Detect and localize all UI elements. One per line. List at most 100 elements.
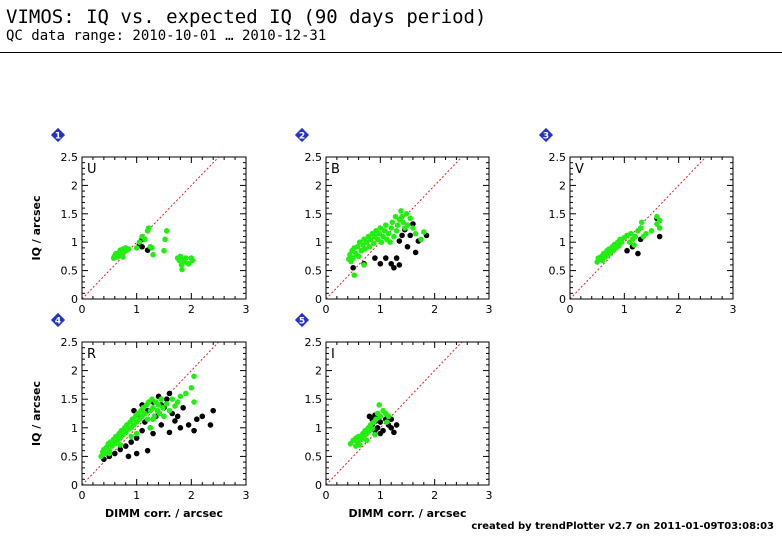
chart-2-series-black-point-2 — [372, 255, 378, 261]
chart-4-series-green-point-48 — [166, 407, 173, 414]
chart-1-diagonal-line — [82, 157, 220, 299]
chart-3-series-green-point-30 — [643, 230, 649, 237]
chart-5-series-black-point-8 — [388, 425, 395, 431]
chart-1-series-green-point-34 — [189, 257, 196, 264]
chart-3-xtick-label-2: 2 — [675, 303, 682, 316]
chart-3-series-green-point-27 — [637, 225, 644, 231]
chart-3-ytick-label-5: 2.5 — [549, 151, 567, 164]
chart-1-series-black-point-1 — [139, 243, 145, 250]
chart-5-xtick-label-1: 1 — [377, 489, 384, 502]
chart-2-series-green-point-25 — [378, 239, 385, 245]
chart-4-series-black-point-6 — [133, 435, 140, 441]
chart-2-series-green-point-14 — [363, 239, 370, 245]
chart-4-series-black-point-35 — [166, 390, 173, 397]
chart-1-ylabel: IQ / arcsec — [30, 195, 43, 260]
chart-4-series-green-point-44 — [158, 396, 165, 403]
chart-1-marker-number: 1 — [55, 132, 61, 142]
chart-2-series-green-point-47 — [412, 230, 419, 237]
chart-4-series-green-point-54 — [188, 384, 195, 391]
chart-3-ytick-label-1: 0.5 — [549, 265, 567, 278]
chart-1-series-green-point-20 — [150, 251, 156, 258]
chart-4-xtick-label-1: 1 — [133, 489, 140, 502]
chart-4-series-green-point-32 — [142, 410, 148, 417]
chart-2-series-green-point-41 — [400, 219, 406, 226]
chart-2-ytick-label-3: 1.5 — [305, 208, 323, 221]
chart-1-series-green-point-11 — [125, 246, 132, 252]
chart-3-series-black-point-4 — [624, 247, 630, 254]
chart-2-ytick-label-4: 2 — [315, 179, 322, 192]
chart-2-ytick-label-0: 0 — [315, 293, 322, 306]
chart-4-series-black-point-31 — [133, 450, 140, 457]
chart-2-series-green-point-24 — [377, 225, 384, 231]
chart-5-frame — [325, 341, 490, 486]
chart-4-series-black-point-33 — [150, 430, 156, 437]
chart-4-series-black-point-36 — [131, 407, 137, 414]
chart-1-series-green-point-21 — [149, 245, 155, 251]
chart-4-series-green-point-50 — [172, 403, 178, 409]
chart-3-ytick-label-0: 0 — [559, 293, 566, 306]
chart-5-marker-diamond — [294, 312, 310, 328]
chart-5-series-green-point-26 — [353, 443, 359, 449]
chart-4-series-black-point-30 — [144, 447, 151, 454]
chart-1-xtick-label-0: 0 — [79, 303, 86, 316]
chart-4-series-green-point-38 — [150, 404, 156, 411]
chart-2-series-black-point-9 — [399, 232, 405, 239]
chart-3-ytick-label-2: 1 — [559, 236, 566, 249]
chart-4-series-green-point-62 — [106, 450, 113, 457]
chart-3-ytick-label-3: 1.5 — [549, 208, 567, 221]
chart-4-series-black-point-20 — [172, 418, 178, 424]
chart-2-series-green-point-45 — [407, 215, 414, 222]
chart-5-diagonal-line — [326, 342, 463, 485]
chart-1-ytick-label-3: 1.5 — [61, 208, 79, 221]
chart-4-series-green-point-55 — [191, 373, 197, 380]
chart-1: 1 0 1 2 3 0 0.5 1 1.5 2 2.5 U IQ / arcsec — [30, 127, 250, 316]
chart-2-series-green-point-23 — [376, 230, 383, 237]
chart-4-series-green-point-58 — [147, 425, 154, 431]
chart-3-series-green-point-35 — [654, 213, 660, 220]
chart-4-xtick-label-3: 3 — [243, 489, 250, 502]
chart-3-series-black-point-7 — [635, 250, 641, 257]
footer-credit: created by trendPlotter v2.7 on 2011-01-… — [471, 521, 774, 532]
chart-4-series-green-point-61 — [117, 442, 124, 448]
chart-2-series-green-point-37 — [394, 222, 401, 228]
chart-3-series-green-point-28 — [638, 219, 645, 226]
chart-1-series-green-point-31 — [183, 255, 189, 261]
chart-2-series-green-point-7 — [354, 243, 361, 250]
chart-3-series-green-point-33 — [656, 217, 663, 224]
chart-3-frame — [569, 156, 734, 300]
chart-2-series-green-point-35 — [392, 213, 399, 220]
chart-3: 3 0 1 2 3 0 0.5 1 1.5 2 2.5 V — [538, 127, 737, 316]
chart-1-series-green-point-35 — [179, 266, 185, 273]
chart-1-series-green-point-32 — [185, 260, 192, 267]
chart-2-series-black-point-5 — [388, 260, 395, 267]
chart-2-frame — [325, 156, 490, 300]
chart-4-series-black-point-21 — [174, 413, 181, 420]
chart-2-series-green-point-36 — [393, 228, 400, 234]
chart-2-series-black-point-13 — [410, 221, 416, 227]
chart-3-marker-diamond — [538, 127, 554, 143]
chart-4-series-green-point-0 — [98, 453, 104, 460]
chart-4-xlabel: DIMM corr. / arcsec — [105, 507, 223, 520]
chart-2-ytick-label-1: 0.5 — [305, 265, 323, 278]
chart-1-frame — [81, 156, 247, 300]
chart-4-series-green-point-52 — [177, 393, 184, 400]
chart-4-ytick-label-3: 1.5 — [61, 393, 79, 406]
chart-2-series-black-point-0 — [350, 264, 356, 271]
chart-3-ytick-label-4: 2 — [559, 179, 566, 192]
chart-3-panel-label: V — [575, 162, 584, 177]
chart-4-series-green-point-59 — [133, 430, 140, 437]
chart-4-series-black-point-23 — [180, 404, 186, 411]
chart-4-frame — [81, 341, 247, 486]
chart-4-ytick-label-2: 1 — [71, 422, 78, 435]
chart-5-series-green-point-18 — [376, 402, 383, 408]
chart-4-series-black-point-25 — [191, 427, 197, 434]
chart-5-xtick-label-0: 0 — [323, 489, 330, 502]
chart-4-series-green-point-51 — [174, 399, 181, 405]
chart-2: 20 1 2 300.511.522.5B — [294, 127, 493, 316]
chart-3-series-green-point-24 — [631, 242, 637, 248]
chart-4-series-green-point-37 — [149, 396, 155, 403]
report-header: VIMOS: IQ vs. expected IQ (90 days perio… — [6, 6, 776, 45]
chart-3-xtick-label-3: 3 — [730, 303, 737, 316]
page-subtitle: QC data range: 2010-10-01 … 2010-12-31 — [6, 28, 327, 44]
chart-2-series-green-point-50 — [351, 272, 358, 278]
